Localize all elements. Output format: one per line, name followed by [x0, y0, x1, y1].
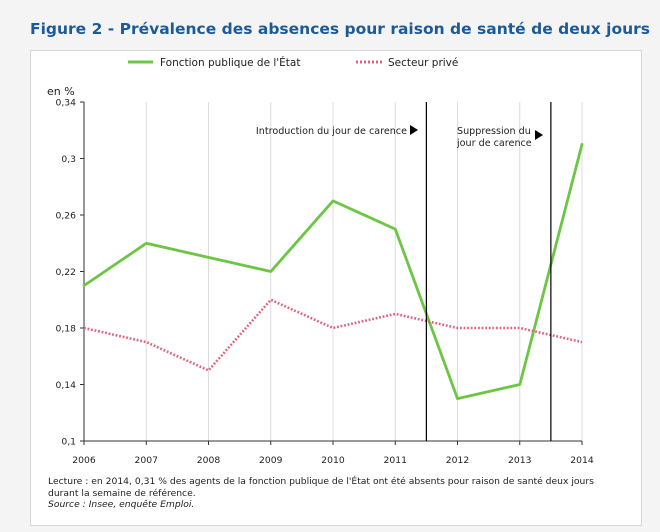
series-line-fonction-publique — [82, 142, 584, 401]
series-group — [82, 142, 584, 401]
y-axis-unit: en % — [47, 85, 75, 98]
x-tick-label: 2009 — [259, 455, 283, 466]
legend-label-fonction-publique: Fonction publique de l'État — [160, 56, 300, 69]
chart-panel — [30, 50, 642, 526]
source-note: Source : Insee, enquête Emploi. — [48, 499, 195, 510]
y-tick-label: 0,34 — [56, 98, 77, 109]
gridlines — [145, 102, 583, 441]
x-axis-ticks: 2006 2007 2008 2009 2010 2011 2012 2013 2014 — [72, 441, 594, 466]
x-tick-label: 2006 — [72, 455, 96, 466]
annotation-label-introduction: Introduction du jour de carence — [256, 126, 407, 137]
x-tick-label: 2014 — [570, 455, 594, 466]
y-tick-label: 0,22 — [56, 267, 76, 278]
annotation-label-suppression: Suppression du jour de carence — [456, 126, 534, 149]
y-tick-label: 0,18 — [56, 324, 77, 335]
x-tick-label: 2008 — [197, 455, 221, 466]
y-axis-ticks: 0,1 0,14 0,18 0,22 0,26 0,3 0,34 — [56, 98, 84, 448]
figure-title: Figure 2 - Prévalence des absences pour … — [30, 20, 650, 38]
y-tick-label: 0,14 — [56, 380, 77, 391]
annotation-introduction: Introduction du jour de carence — [256, 102, 427, 441]
arrow-right-icon — [535, 130, 543, 140]
reading-note: Lecture : en 2014, 0,31 % des agents de … — [48, 476, 594, 499]
y-tick-label: 0,1 — [61, 437, 76, 448]
y-tick-label: 0,3 — [61, 154, 76, 165]
arrow-right-icon — [410, 125, 418, 135]
legend: Fonction publique de l'État Secteur priv… — [128, 56, 458, 69]
annotation-line-2: jour de carence — [456, 138, 532, 149]
annotation-suppression: Suppression du jour de carence — [456, 102, 552, 441]
x-tick-label: 2007 — [135, 455, 159, 466]
x-tick-label: 2011 — [384, 455, 407, 466]
annotation-line-1: Suppression du — [457, 126, 531, 137]
x-tick-label: 2012 — [446, 455, 469, 466]
legend-label-secteur-prive: Secteur privé — [388, 57, 458, 69]
series-line-secteur-prive — [83, 298, 583, 372]
x-tick-label: 2010 — [321, 455, 345, 466]
y-tick-label: 0,26 — [56, 211, 77, 222]
x-tick-label: 2013 — [508, 455, 532, 466]
chart-notes: Lecture : en 2014, 0,31 % des agents de … — [48, 476, 608, 511]
